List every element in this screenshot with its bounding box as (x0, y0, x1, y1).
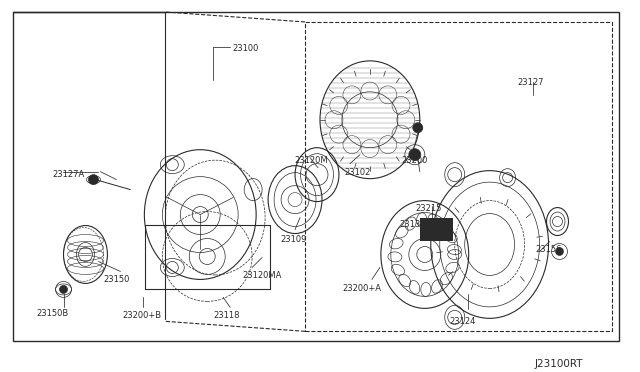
Text: 23200+B: 23200+B (122, 311, 161, 320)
Text: 23127: 23127 (518, 78, 544, 87)
Circle shape (413, 123, 423, 133)
Text: 23135M: 23135M (400, 219, 433, 228)
Text: 23156: 23156 (536, 246, 562, 254)
Text: 23124: 23124 (450, 317, 476, 326)
Text: 23109: 23109 (280, 234, 307, 244)
Bar (420, 218, 452, 240)
Text: 23150: 23150 (104, 275, 130, 285)
Text: 23100: 23100 (232, 44, 259, 53)
Text: J23100RT: J23100RT (534, 359, 583, 369)
Circle shape (88, 174, 99, 185)
Text: 23102: 23102 (344, 168, 371, 177)
Circle shape (556, 247, 563, 256)
Circle shape (424, 224, 432, 231)
Text: 23200+A: 23200+A (342, 285, 381, 294)
Circle shape (60, 285, 67, 294)
Circle shape (409, 149, 420, 161)
Text: 23118: 23118 (213, 311, 240, 320)
Bar (305, 22, 612, 331)
Text: 23120MA: 23120MA (242, 272, 282, 280)
Text: 23127A: 23127A (52, 170, 84, 179)
Circle shape (440, 224, 448, 231)
Text: 23215: 23215 (416, 203, 442, 212)
Text: 23150B: 23150B (36, 310, 69, 318)
Text: 23200: 23200 (402, 155, 428, 165)
Text: 23120M: 23120M (294, 155, 328, 165)
Bar (13, 12, 620, 341)
Bar (420, 218, 452, 240)
